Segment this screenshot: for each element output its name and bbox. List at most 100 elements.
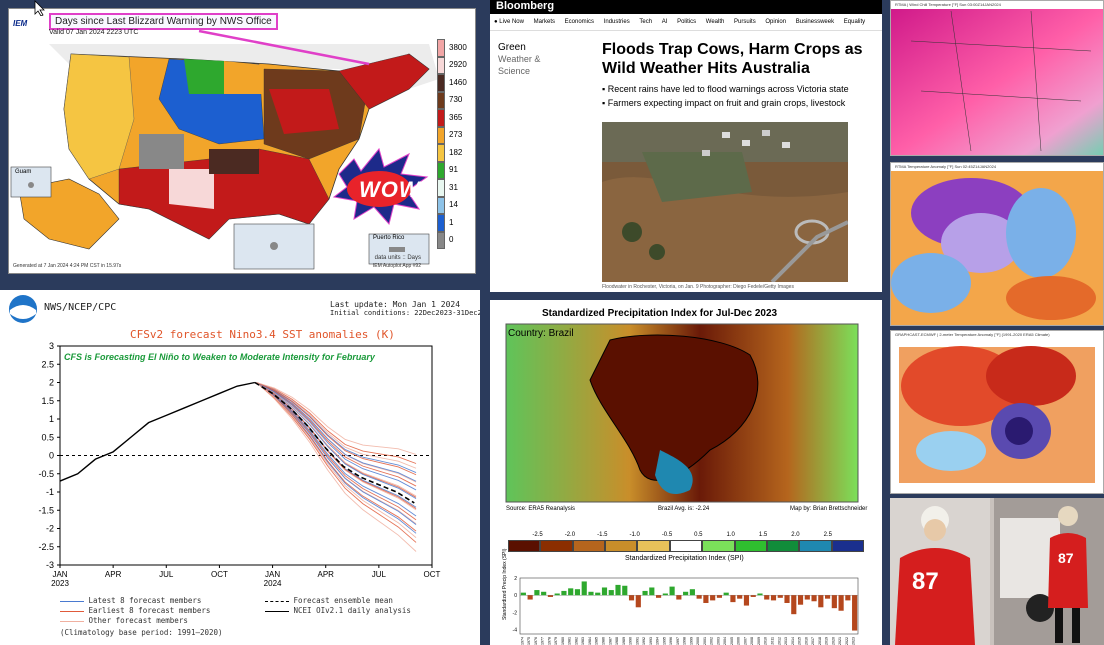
spi-bar <box>683 591 689 596</box>
y-tick-label: 0.5 <box>41 432 54 442</box>
spi-bar <box>676 595 682 600</box>
spi-bar <box>804 595 810 600</box>
chart-subtitle: CFS is Forecasting El Niño to Weaken to … <box>64 352 375 362</box>
spi-bar-xtick: 2020 <box>831 637 835 645</box>
base-period: (Climatology base period: 1991–2020) <box>60 628 223 637</box>
jersey-number-right: 87 <box>1058 550 1074 566</box>
spi-bar-xtick: 1995 <box>662 637 666 645</box>
x-tick-month: JUL <box>372 570 387 579</box>
spi-bar <box>777 595 783 598</box>
nav-markets[interactable]: Markets <box>533 19 555 25</box>
forecast-member-line <box>256 382 417 525</box>
spi-bar-xtick: 1986 <box>602 637 606 645</box>
spi-bar-xtick: 2001 <box>703 637 707 645</box>
legend-other: Other forecast members <box>88 616 188 625</box>
legend-swatch <box>437 161 445 179</box>
y-tick-label: 1 <box>49 414 54 424</box>
nino-line-chart: 32.521.510.50-0.5-1-1.5-2-2.5-3JAN2023AP… <box>38 341 441 588</box>
y-tick-label: 0 <box>49 451 54 461</box>
nws-blizzard-map-panel: Days since Last Blizzard Warning by NWS … <box>8 8 476 274</box>
legend-swatch <box>437 91 445 109</box>
legend-latest: Latest 8 forecast members <box>88 596 202 605</box>
nav-politics[interactable]: Politics <box>677 19 697 25</box>
spi-bar-xtick: 2004 <box>723 637 727 645</box>
spi-bar <box>547 595 553 597</box>
spi-bar <box>635 595 641 608</box>
map-valid-time: Valid 07 Jan 2024 2223 UTC <box>49 29 139 36</box>
spi-bar-xtick: 1974 <box>520 637 524 645</box>
nav-wealth[interactable]: Wealth <box>705 19 725 25</box>
spi-bar <box>730 595 736 603</box>
section-label-science[interactable]: Science <box>498 66 531 76</box>
nav-industries[interactable]: Industries <box>603 19 630 25</box>
nav-ai[interactable]: AI <box>661 19 668 25</box>
legend-value: 365 <box>449 112 463 122</box>
x-tick-month: OCT <box>424 570 441 579</box>
spi-bar <box>696 595 702 599</box>
legend-swatch <box>437 179 445 197</box>
spi-bar-xtick: 1981 <box>568 637 572 645</box>
spi-scale-tick: 2.0 <box>791 532 800 538</box>
forecast-member-line <box>256 382 417 538</box>
y-tick-label: -2.5 <box>38 542 54 552</box>
section-label-green[interactable]: Green <box>498 42 526 53</box>
nav-live-now[interactable]: ● Live Now <box>494 19 524 25</box>
bloomberg-logo[interactable]: Bloomberg <box>496 0 555 12</box>
spi-bar <box>689 589 695 596</box>
x-tick-year: 2024 <box>264 579 282 588</box>
x-tick-month: APR <box>317 570 334 579</box>
chart-legend: Latest 8 forecast members Earliest 8 for… <box>60 596 480 645</box>
spi-scale-swatch <box>669 540 703 552</box>
cfs-nino-chart-panel: NWS/NCEP/CPC Last update: Mon Jan 1 2024… <box>0 290 480 645</box>
spi-scale-swatch <box>831 540 864 552</box>
x-tick-month: JAN <box>52 570 67 579</box>
spi-bar-xtick: 1976 <box>534 637 538 645</box>
spi-scale-tick: -0.5 <box>661 532 673 538</box>
legend-value: 273 <box>449 130 463 140</box>
spi-scale-tick: 1.0 <box>726 532 735 538</box>
spi-bar <box>588 591 594 596</box>
forecast-member-line <box>256 382 417 521</box>
spi-bar-xtick: 1975 <box>527 637 531 645</box>
nav-businessweek[interactable]: Businessweek <box>795 19 835 25</box>
spi-scale-swatch <box>702 540 735 552</box>
iem-logo: IEM <box>13 19 28 28</box>
nav-tech[interactable]: Tech <box>639 19 653 25</box>
spi-bar <box>554 593 560 596</box>
y-tick-label: 3 <box>49 341 54 351</box>
spi-bar <box>831 595 837 609</box>
spi-bar-xtick: 2009 <box>757 637 761 645</box>
article-bullet-1: ▪ Recent rains have led to flood warning… <box>602 84 849 94</box>
legend-swatch <box>437 126 445 144</box>
spi-bar-ytick: -2 <box>513 610 518 616</box>
spi-bar <box>642 590 648 596</box>
nav-economics[interactable]: Economics <box>564 19 595 25</box>
spi-bar-ytick: 0 <box>514 593 517 599</box>
spi-bar-xtick: 2017 <box>811 637 815 645</box>
spi-bar-xtick: 2003 <box>716 637 720 645</box>
spi-bar-xtick: 1997 <box>676 637 680 645</box>
spi-bar-xtick: 1999 <box>689 637 693 645</box>
nav-opinion[interactable]: Opinion <box>765 19 787 25</box>
spi-bar <box>649 587 655 596</box>
y-tick-label: 2 <box>49 378 54 388</box>
spi-bar-xtick: 2005 <box>730 637 734 645</box>
spi-bar-xtick: 2012 <box>777 637 781 645</box>
spi-bar <box>811 595 817 602</box>
spi-bar-xtick: 1998 <box>683 637 687 645</box>
nav-pursuits[interactable]: Pursuits <box>734 19 756 25</box>
spi-source: Source: ERA5 Reanalysis <box>506 506 576 512</box>
mouse-cursor-icon <box>34 0 45 16</box>
nav-equality[interactable]: Equality <box>843 19 866 25</box>
guam-label: Guam <box>15 169 32 175</box>
legend-value: 31 <box>449 182 458 192</box>
spi-bar <box>628 595 635 601</box>
spi-bar <box>797 595 804 605</box>
wow-text: WOW! <box>359 177 429 202</box>
spi-bar <box>527 595 533 600</box>
spi-scale-tick: -1.5 <box>597 532 608 538</box>
blizzard-map <box>9 9 475 273</box>
ensemble-mean-line <box>254 381 415 504</box>
section-label-weather[interactable]: Weather & <box>498 54 541 64</box>
